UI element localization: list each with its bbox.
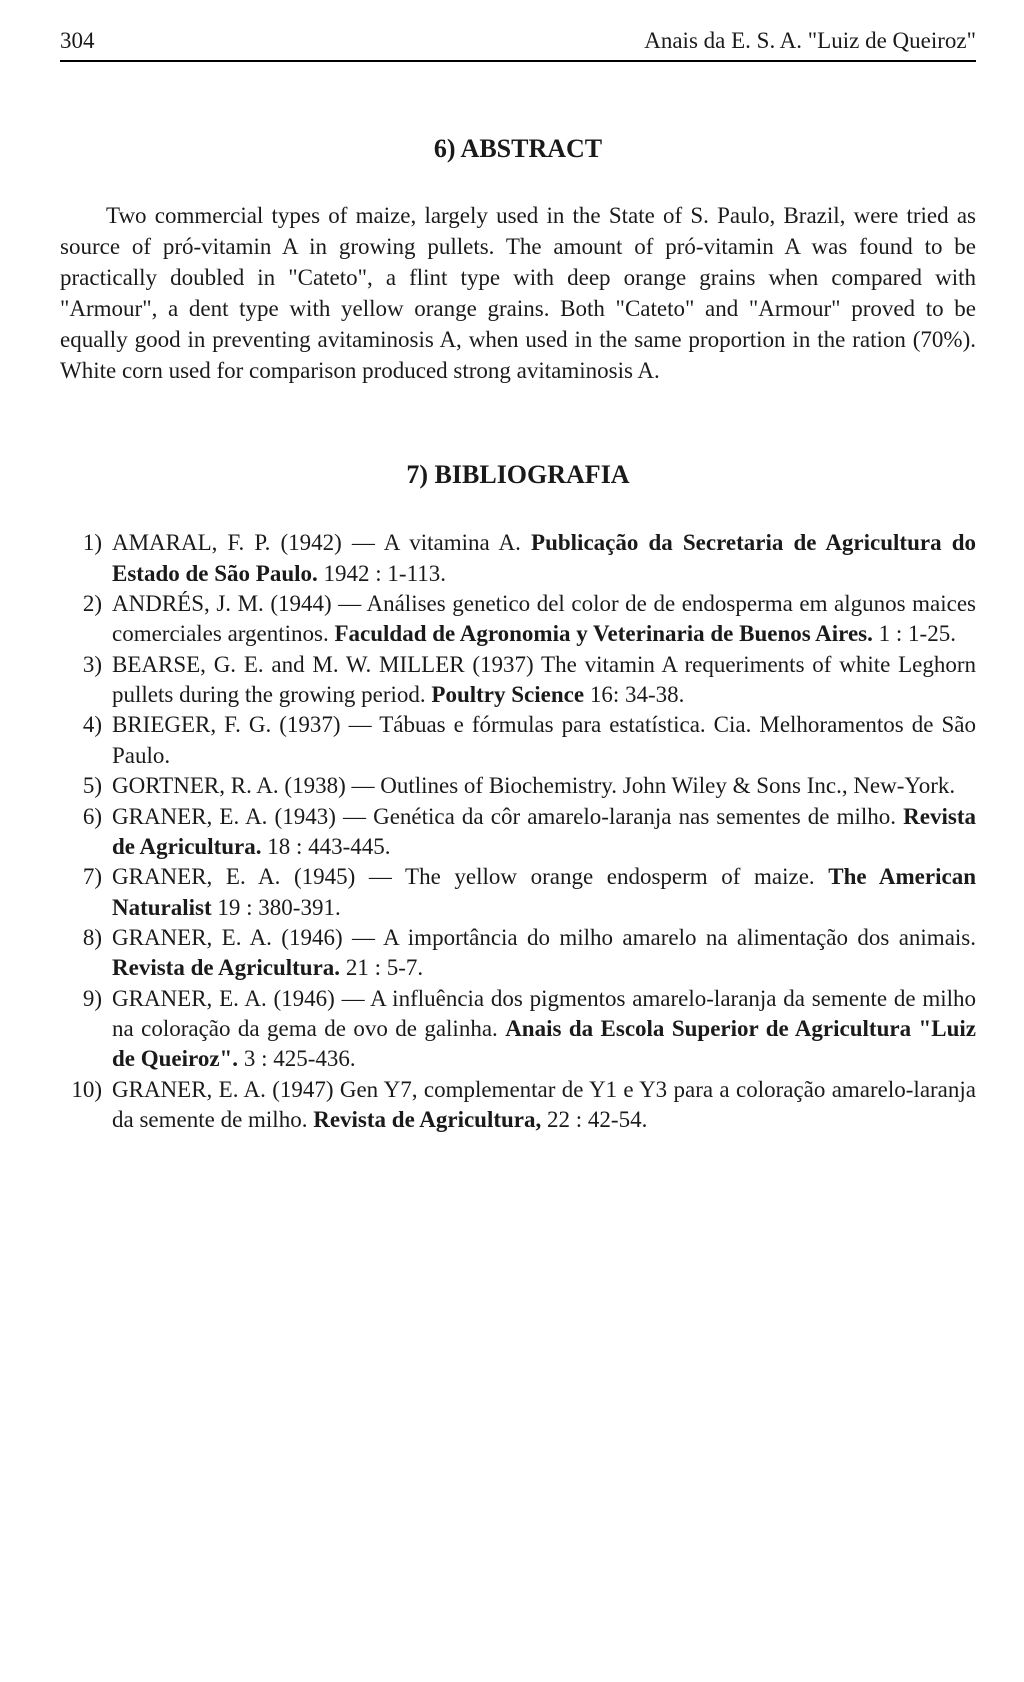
bibliography-item-text: GRANER, E. A. (1947) Gen Y7, complementa… (112, 1075, 976, 1136)
bibliography-item-number: 8) (60, 923, 112, 984)
bibliography-item-number: 2) (60, 589, 112, 650)
bibliography-item: 1)AMARAL, F. P. (1942) — A vitamina A. P… (60, 528, 976, 589)
running-title: Anais da E. S. A. "Luiz de Queiroz" (644, 28, 976, 54)
bibliography-item: 9)GRANER, E. A. (1946) — A influência do… (60, 984, 976, 1075)
bibliography-item-text: GRANER, E. A. (1946) — A influência dos … (112, 984, 976, 1075)
bibliography-item-number: 10) (60, 1075, 112, 1136)
abstract-heading: 6) ABSTRACT (60, 134, 976, 164)
bibliography-item-text: BRIEGER, F. G. (1937) — Tábuas e fórmula… (112, 710, 976, 771)
bibliography-list: 1)AMARAL, F. P. (1942) — A vitamina A. P… (60, 528, 976, 1135)
bibliography-item-text: GRANER, E. A. (1945) — The yellow orange… (112, 862, 976, 923)
bibliography-item: 8)GRANER, E. A. (1946) — A importância d… (60, 923, 976, 984)
bibliography-item-number: 6) (60, 802, 112, 863)
bibliography-item: 2)ANDRÉS, J. M. (1944) — Análises geneti… (60, 589, 976, 650)
bibliography-item-number: 5) (60, 771, 112, 801)
bibliography-heading: 7) BIBLIOGRAFIA (60, 460, 976, 490)
bibliography-item: 7)GRANER, E. A. (1945) — The yellow oran… (60, 862, 976, 923)
bibliography-item-number: 3) (60, 650, 112, 711)
bibliography-item-number: 1) (60, 528, 112, 589)
bibliography-item-text: GRANER, E. A. (1946) — A importância do … (112, 923, 976, 984)
bibliography-item-text: ANDRÉS, J. M. (1944) — Análises genetico… (112, 589, 976, 650)
bibliography-item: 4)BRIEGER, F. G. (1937) — Tábuas e fórmu… (60, 710, 976, 771)
header-rule (60, 60, 976, 62)
bibliography-item-text: AMARAL, F. P. (1942) — A vitamina A. Pub… (112, 528, 976, 589)
bibliography-item-text: GRANER, E. A. (1943) — Genética da côr a… (112, 802, 976, 863)
bibliography-item-number: 9) (60, 984, 112, 1075)
bibliography-item: 6)GRANER, E. A. (1943) — Genética da côr… (60, 802, 976, 863)
bibliography-item: 5)GORTNER, R. A. (1938) — Outlines of Bi… (60, 771, 976, 801)
bibliography-item: 3)BEARSE, G. E. and M. W. MILLER (1937) … (60, 650, 976, 711)
page-header: 304 Anais da E. S. A. "Luiz de Queiroz" (60, 28, 976, 54)
page-number: 304 (60, 28, 95, 54)
bibliography-item: 10)GRANER, E. A. (1947) Gen Y7, compleme… (60, 1075, 976, 1136)
abstract-body: Two commercial types of maize, largely u… (60, 200, 976, 386)
bibliography-item-text: GORTNER, R. A. (1938) — Outlines of Bioc… (112, 771, 976, 801)
bibliography-item-text: BEARSE, G. E. and M. W. MILLER (1937) Th… (112, 650, 976, 711)
bibliography-item-number: 7) (60, 862, 112, 923)
bibliography-item-number: 4) (60, 710, 112, 771)
